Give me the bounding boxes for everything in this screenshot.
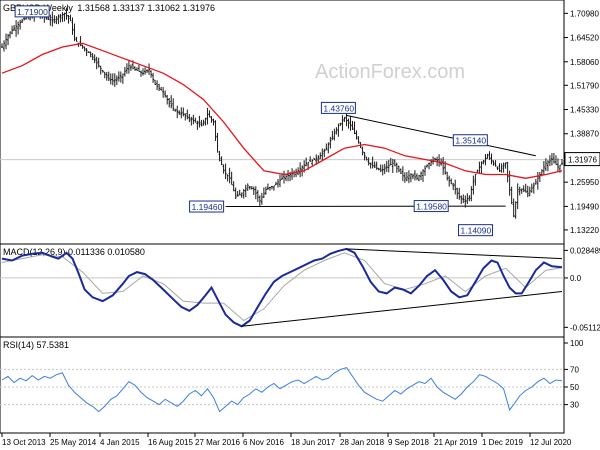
rsi-tick-label: 30	[570, 401, 579, 410]
price-tick-label: 1.38870	[570, 130, 599, 139]
price-tick-label: 1.13220	[570, 226, 599, 235]
x-tick-label: 4 Jan 2015	[100, 438, 140, 447]
rsi-tick-label: 100	[570, 339, 584, 348]
x-tick-label: 16 Aug 2015	[148, 438, 193, 447]
x-tick-label: 21 Apr 2019	[434, 438, 478, 447]
price-tick-label: 1.45330	[570, 106, 599, 115]
price-tick-label: 1.51790	[570, 81, 599, 90]
macd-y-axis: 0.028489 0.0 -0.051125	[564, 246, 600, 332]
current-price-box	[564, 152, 600, 167]
x-tick-label: 28 Jan 2018	[340, 438, 385, 447]
price-level-box	[189, 200, 225, 213]
price-level-box	[452, 134, 488, 147]
x-tick-label: 18 Jun 2017	[291, 438, 336, 447]
price-y-axis: 1.70980 1.64520 1.58060 1.51790 1.45330 1.388…	[564, 9, 600, 235]
price-panel: ActionForex.com GBPUSD Weekly 1.31568 1.…	[0, 0, 600, 245]
x-tick-label: 6 Nov 2016	[243, 438, 284, 447]
x-tick-label: 9 Sep 2018	[388, 438, 429, 447]
rsi-y-axis: 100 70 50 30	[564, 339, 584, 410]
rsi-tick-label: 50	[570, 383, 579, 392]
price-level-label: 1.19460	[192, 202, 223, 212]
price-level-box	[320, 101, 356, 114]
ohlc-readout: 1.31568 1.33137 1.31062 1.31976	[77, 3, 215, 13]
rsi-tick-label: 70	[570, 365, 579, 374]
price-trendline	[346, 114, 536, 157]
price-level-box	[14, 5, 50, 18]
price-tick-label: 1.19490	[570, 202, 599, 211]
price-level-box	[413, 200, 449, 213]
price-level-box	[458, 224, 494, 237]
x-tick-label: 12 Jul 2020	[530, 438, 572, 447]
current-price-label: 1.31976	[568, 156, 597, 165]
rsi-line	[1, 367, 563, 413]
price-level-label: 1.14090	[461, 226, 492, 236]
macd-series	[0, 247, 564, 328]
rsi-label: RSI(14) 57.5381	[3, 340, 69, 350]
macd-tick-label: 0.028489	[570, 246, 600, 255]
macd-tick-label: -0.051125	[570, 323, 600, 332]
price-level-labels: 1.71900 1.43760 1.35140 1.19460 1.19580 1.140…	[14, 5, 494, 237]
price-tick-label: 1.58060	[570, 58, 599, 67]
price-level-label: 1.19580	[416, 202, 447, 212]
price-tick-label: 1.25950	[570, 178, 599, 187]
price-tick-label: 1.64520	[570, 34, 599, 43]
x-axis: 13 Oct 2013 25 May 2014 4 Jan 2015 16 Aug 2…	[0, 432, 572, 447]
rsi-series	[0, 367, 564, 413]
macd-trendline	[241, 290, 563, 327]
x-tick-label: 13 Oct 2013	[2, 438, 46, 447]
macd-line	[1, 247, 563, 328]
x-tick-label: 1 Dec 2019	[482, 438, 523, 447]
macd-tick-label: 0.0	[570, 274, 582, 283]
moving-average-line	[1, 42, 563, 179]
price-level-label: 1.71900	[17, 7, 48, 17]
price-level-label: 1.35140	[455, 136, 486, 146]
x-tick-label: 25 May 2014	[50, 438, 97, 447]
macd-label: MACD(12,26,9) 0.011336 0.010580	[3, 247, 145, 257]
macd-trendline	[346, 248, 563, 260]
watermark: ActionForex.com	[315, 61, 465, 83]
price-tick-label: 1.70980	[570, 9, 599, 18]
price-level-label: 1.43760	[323, 103, 354, 113]
x-tick-label: 27 Mar 2016	[195, 438, 240, 447]
price-series	[1, 7, 563, 219]
